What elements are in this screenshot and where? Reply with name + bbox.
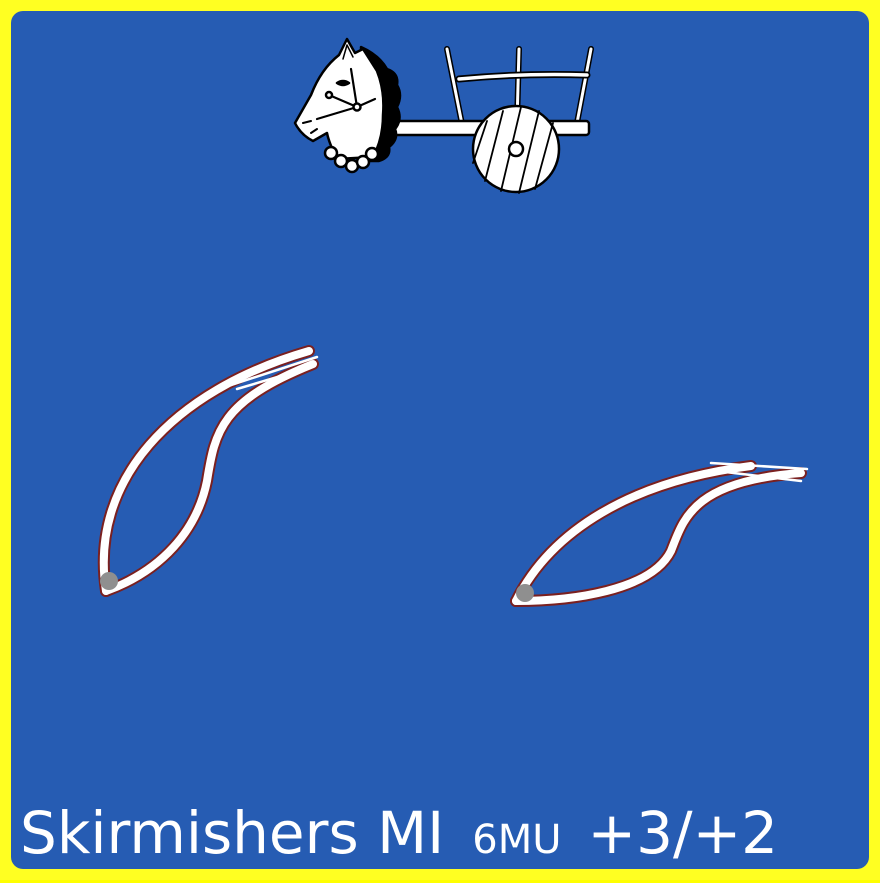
- horse-chariot-icon: [293, 37, 594, 194]
- unit-name: Skirmishers MI: [20, 799, 445, 867]
- unit-field: [11, 11, 869, 869]
- unit-caption: Skirmishers MI 6MU +3/+2: [20, 798, 778, 868]
- bow-icon: [97, 345, 319, 597]
- bow-icon: [510, 460, 809, 607]
- combat-factors: +3/+2: [587, 799, 779, 867]
- movement-value: 6MU: [472, 817, 562, 863]
